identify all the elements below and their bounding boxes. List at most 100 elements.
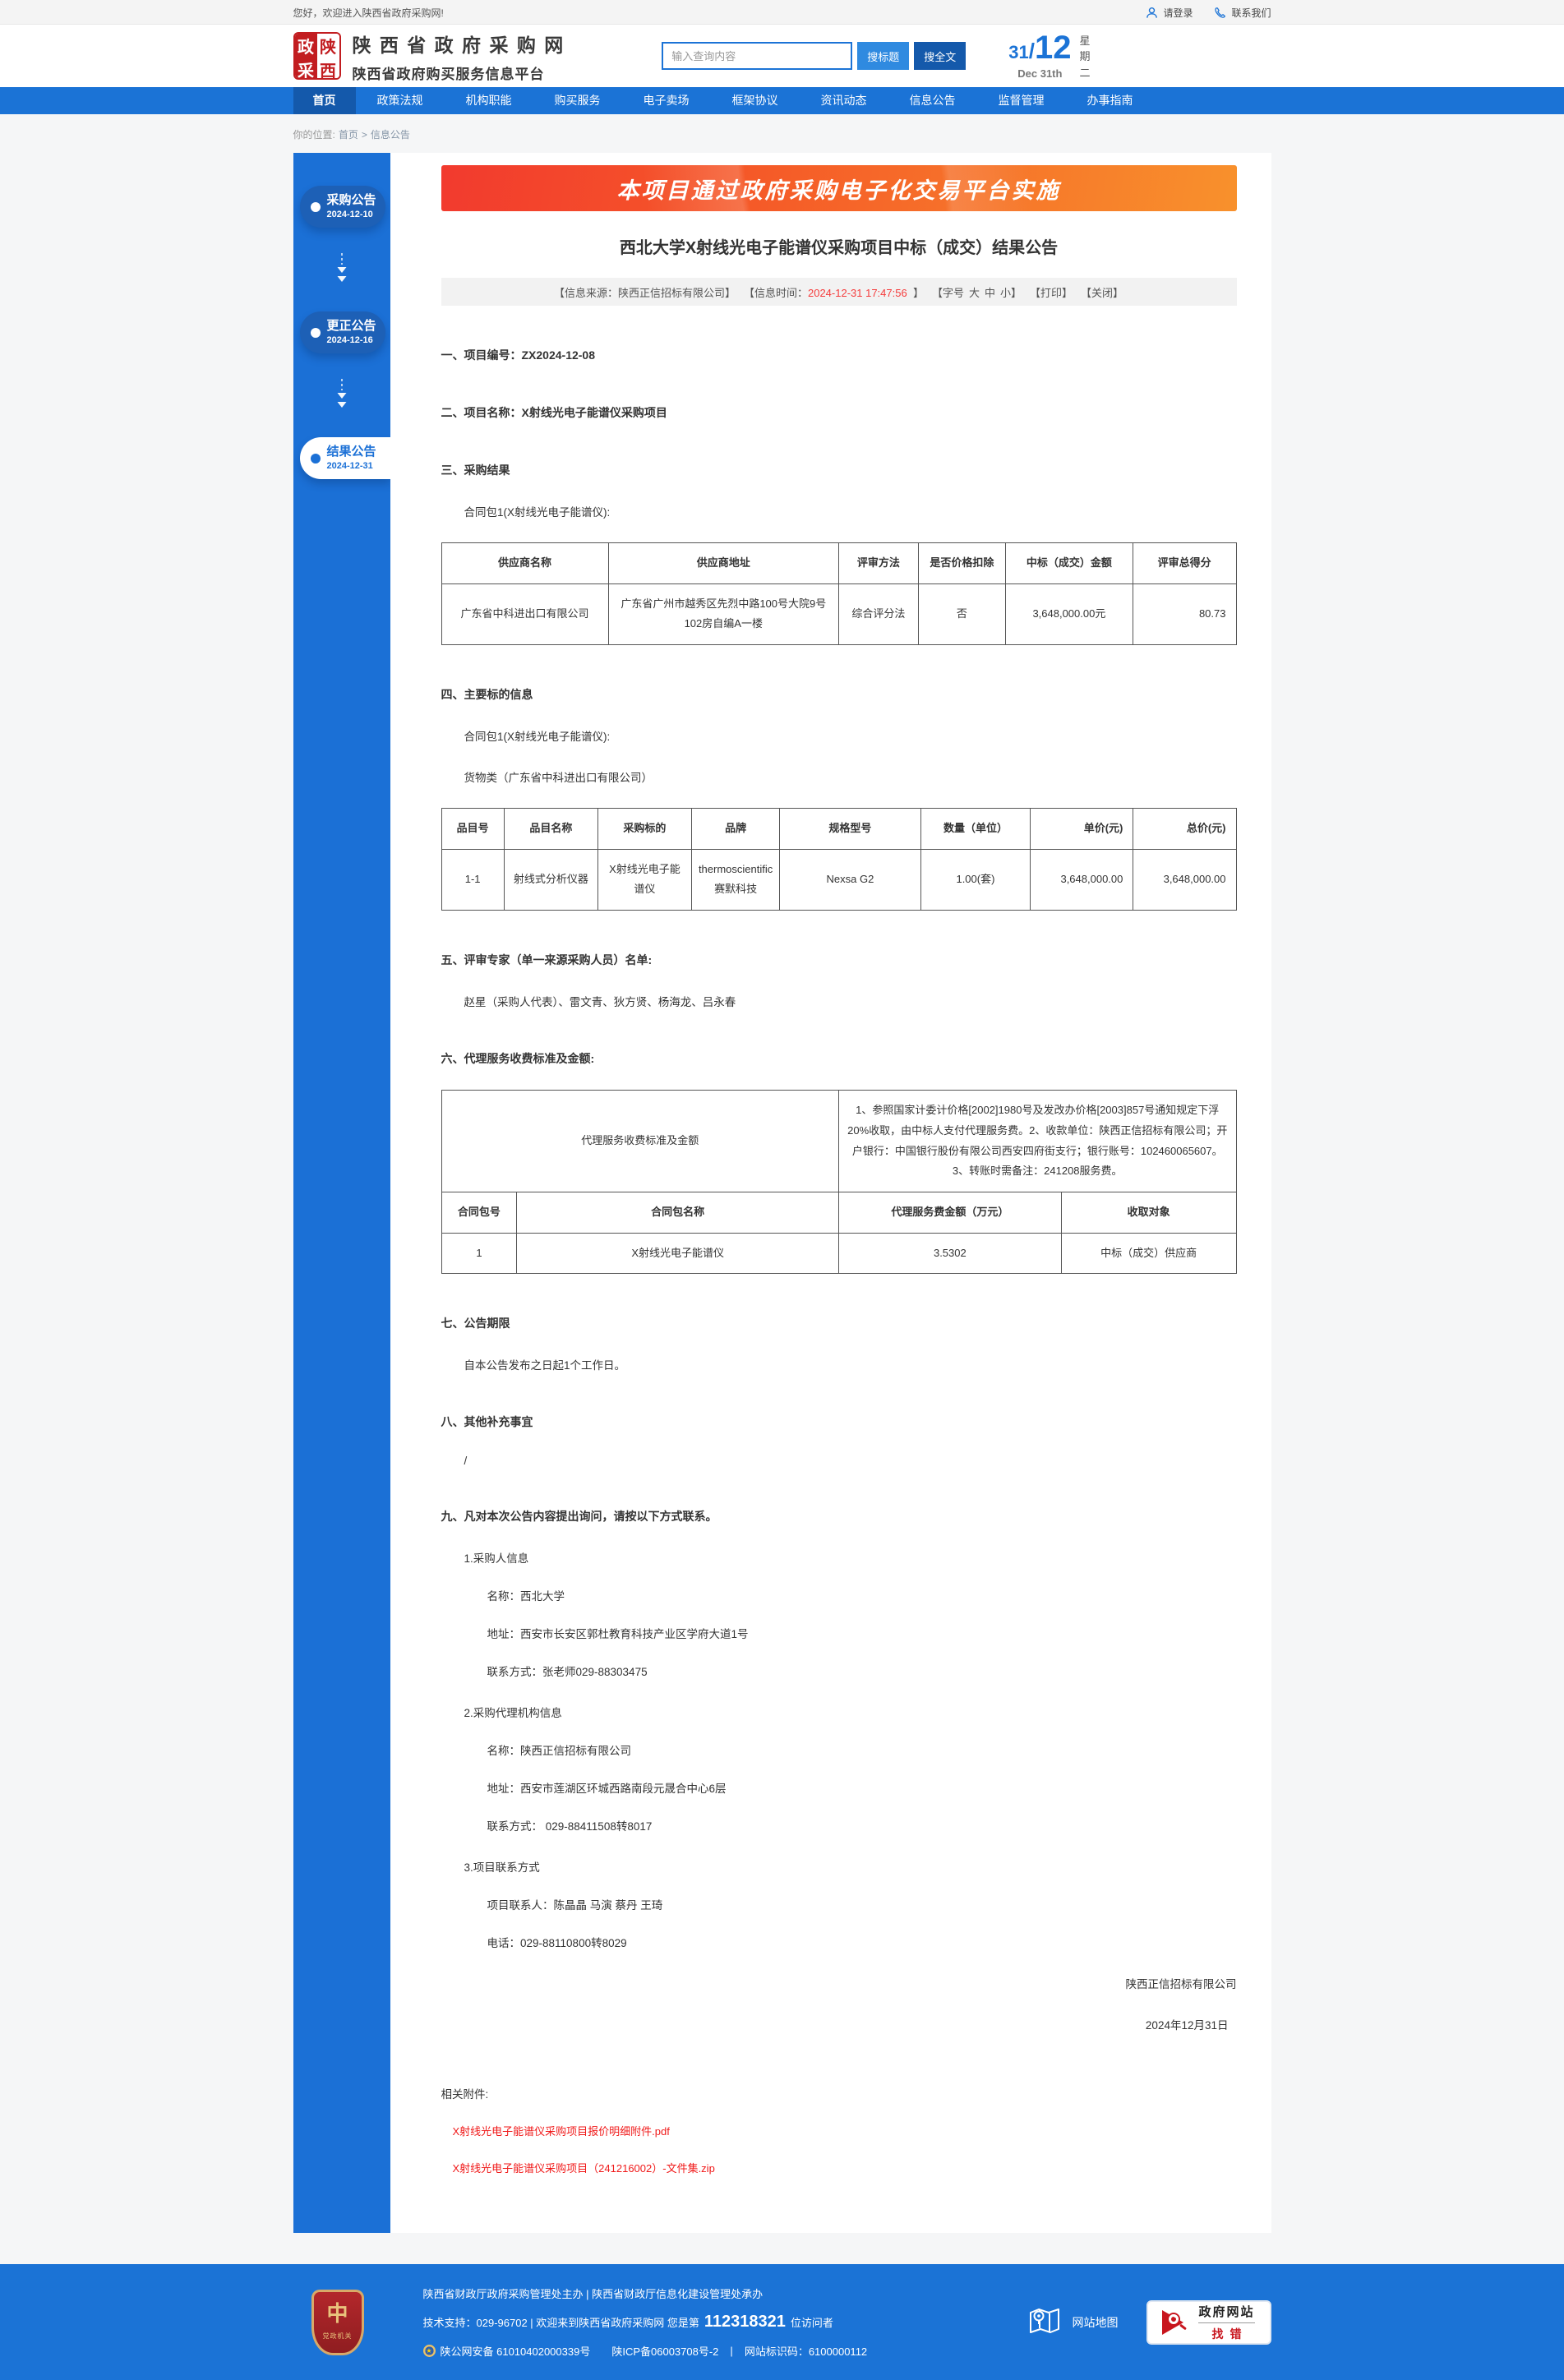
fee-standard-note: 1、参照国家计委计价格[2002]1980号及发改办价格[2003]857号通知… (837, 1090, 1237, 1192)
footer-support-line: 技术支持：029-96702 | 欢迎来到陕西省政府采购网 您是第 112318… (422, 2313, 833, 2332)
search-input[interactable] (662, 42, 853, 70)
project-contacts: 项目联系人：陈晶晶 马演 蔡丹 王琦 (487, 1899, 663, 1912)
police-badge-icon: ★ (422, 2345, 436, 2358)
nav-item-supervision[interactable]: 监督管理 (998, 94, 1045, 107)
signature-company: 陕西正信招标有限公司 (1125, 1978, 1237, 1991)
agency-address: 地址：西安市莲湖区环城西路南段元晟合中心6层 (487, 1783, 727, 1796)
nav-item-functions[interactable]: 机构职能 (465, 94, 512, 107)
logo-char-4: 西 (320, 62, 336, 80)
table-row: 1-1 射线式分析仪器 X射线光电子能谱仪 thermoscientific 赛… (441, 848, 1237, 911)
announcement-content: 本项目通过政府采购电子化交易平台实施 西北大学X射线光电子能谱仪采购项目中标（成… (390, 153, 1271, 2234)
nav-item-policies[interactable]: 政策法规 (376, 94, 423, 107)
sitemap-link[interactable]: 网站地图 (1028, 2306, 1119, 2338)
nav-item-e-mall[interactable]: 电子卖场 (643, 94, 690, 107)
logo-char-3: 陕 (320, 39, 336, 57)
nav-item-home[interactable]: 首页 (293, 87, 356, 114)
info-source: 【信息来源：陕西正信招标有限公司】 (553, 286, 736, 299)
attachment-link-zip[interactable]: X射线光电子能谱仪采购项目（241216002）-文件集.zip (452, 2162, 715, 2175)
nav-item-guide[interactable]: 办事指南 (1086, 94, 1133, 107)
site-title: 陕 西 省 政 府 采 购 网 (352, 34, 565, 56)
page-title: 西北大学X射线光电子能谱仪采购项目中标（成交）结果公告 (619, 239, 1059, 257)
project-phone: 电话：029-88110800转8029 (487, 1937, 627, 1950)
search-bar: 搜标题 搜全文 (662, 42, 967, 70)
gov-site-error-report-badge[interactable]: 政府网站 找错 (1146, 2299, 1271, 2345)
font-size-small[interactable]: 小】 (1000, 286, 1022, 299)
site-logo[interactable]: 政 采 陕 西 (293, 32, 341, 80)
top-strip: 您好，欢迎进入陕西省政府采购网! 请登录 联系我们 (0, 0, 1564, 25)
notice-period-text: 自本公告发布之日起1个工作日。 (464, 1359, 626, 1372)
visitor-count: 112318321 (704, 2313, 786, 2332)
announcement-timeline-sidebar: 采购公告 2024-12-10 更正公告 2024-12-16 (293, 153, 390, 2234)
nav-item-announcements[interactable]: 信息公告 (909, 94, 956, 107)
table-row: 1 X射线光电子能谱仪 3.5302 中标（成交）供应商 (441, 1232, 1237, 1275)
site-header: 政 采 陕 西 陕 西 省 政 府 采 购 网 陕西省政府购买服务信息平台 搜标… (0, 25, 1564, 87)
search-fulltext-button[interactable]: 搜全文 (914, 42, 967, 70)
section-inquiries: 九、凡对本次公告内容提出询问，请按以下方式联系。 (441, 1510, 717, 1524)
contact-us-link[interactable]: 联系我们 (1214, 6, 1271, 20)
project-contact-heading: 3.项目联系方式 (464, 1861, 540, 1875)
section-main-subject-info: 四、主要标的信息 (441, 688, 533, 702)
nav-item-framework[interactable]: 框架协议 (731, 94, 778, 107)
section-project-name: 二、项目名称：X射线光电子能谱仪采购项目 (441, 406, 667, 419)
search-title-button[interactable]: 搜标题 (857, 42, 910, 70)
breadcrumb-current[interactable]: 信息公告 (370, 129, 410, 141)
contract-package-line: 合同包1(X射线光电子能谱仪): (464, 731, 611, 744)
breadcrumb: 你的位置: 首页 > 信息公告 (0, 114, 1564, 153)
buyer-address: 地址：西安市长安区郭杜教育科技产业区学府大道1号 (487, 1628, 749, 1641)
arrow-down-icon (293, 252, 390, 287)
timeline-dot (310, 453, 321, 464)
breadcrumb-home[interactable]: 首页 (338, 129, 358, 141)
info-time: 【信息时间：2024-12-31 17:47:56 】 (743, 286, 924, 299)
section-procurement-result: 三、采购结果 (441, 464, 510, 477)
welcome-text: 您好，欢迎进入陕西省政府采购网! (293, 7, 444, 19)
e-platform-banner: 本项目通过政府采购电子化交易平台实施 (441, 165, 1237, 211)
goods-category-line: 货物类（广东省中科进出口有限公司） (464, 772, 653, 785)
item-table: 品目号 品目名称 采购标的 品牌 规格型号 数量（单位） 单价(元) 总价(元)… (441, 808, 1237, 911)
site-footer: 中 党政机关 陕西省财政厅政府采购管理处主办 | 陕西省财政厅信息化建设管理处承… (0, 2264, 1564, 2380)
table-row: 广东省中科进出口有限公司 广东省广州市越秀区先烈中路100号大院9号102房自编… (441, 583, 1237, 646)
section-notice-period: 七、公告期限 (441, 1317, 510, 1331)
attachments-label: 相关附件: (441, 2088, 489, 2101)
table-row: 代理服务收费标准及金额 1、参照国家计委计价格[2002]1980号及发改办价格… (441, 1090, 1237, 1192)
attachment-link-pdf[interactable]: X射线光电子能谱仪采购项目报价明细附件.pdf (452, 2125, 670, 2138)
breadcrumb-label: 你的位置: (293, 129, 335, 141)
date-numbers: 31/12 (1008, 29, 1072, 66)
logo-char-1: 政 (298, 39, 314, 57)
signature-date: 2024年12月31日 (1145, 2019, 1229, 2032)
timeline-dot (310, 201, 321, 212)
font-size-controls: 【字号 大 中 小】 (932, 284, 1022, 300)
footer-organizer-line: 陕西省财政厅政府采购管理处主办 | 陕西省财政厅信息化建设管理处承办 (422, 2288, 764, 2301)
agency-contact: 联系方式： 029-88411508转8017 (487, 1820, 653, 1833)
site-subtitle: 陕西省政府购买服务信息平台 (352, 66, 545, 82)
font-size-large[interactable]: 大 (968, 286, 980, 299)
breadcrumb-separator: > (361, 128, 367, 141)
date-english: Dec 31th (1017, 67, 1063, 80)
sidebar-item-correction-notice[interactable]: 更正公告 2024-12-16 (299, 311, 385, 354)
nav-item-news[interactable]: 资讯动态 (820, 94, 867, 107)
weekday-label: 星期二 (1079, 34, 1091, 79)
date-widget: 31/12 Dec 31th 星期二 (1008, 31, 1090, 81)
logo-char-2: 采 (298, 62, 314, 80)
user-icon (1146, 7, 1158, 19)
result-table: 供应商名称 供应商地址 评审方法 是否价格扣除 中标（成交）金额 评审总得分 广… (441, 542, 1237, 646)
login-link[interactable]: 请登录 (1146, 6, 1193, 20)
section-experts: 五、评审专家（单一来源采购人员）名单: (441, 953, 653, 967)
print-button[interactable]: 【打印】 (1030, 286, 1073, 299)
sidebar-item-procurement-notice[interactable]: 采购公告 2024-12-10 (299, 186, 385, 228)
font-size-medium[interactable]: 中 (984, 286, 995, 299)
timeline-dot (310, 327, 321, 338)
other-matters-text: / (464, 1455, 468, 1468)
agency-info-heading: 2.采购代理机构信息 (464, 1707, 562, 1720)
public-security-filing-link[interactable]: 陕公网安备 61010402000339号 (440, 2345, 591, 2359)
section-project-number: 一、项目编号：ZX2024-12-08 (441, 348, 596, 362)
close-button[interactable]: 【关闭】 (1081, 286, 1124, 299)
sidebar-item-result-notice[interactable]: 结果公告 2024-12-31 (299, 437, 390, 480)
icp-filing-link[interactable]: 陕ICP备06003708号-2 (611, 2345, 719, 2359)
section-agency-fee: 六、代理服务收费标准及金额: (441, 1052, 595, 1066)
buyer-name: 名称：西北大学 (487, 1590, 565, 1603)
article-meta-bar: 【信息来源：陕西正信招标有限公司】 【信息时间：2024-12-31 17:47… (441, 278, 1237, 306)
section-other-matters: 八、其他补充事宜 (441, 1415, 533, 1429)
site-id-code: 网站标识码：6100000112 (744, 2345, 868, 2359)
buyer-info-heading: 1.采购人信息 (464, 1552, 529, 1566)
nav-item-purchase-services[interactable]: 购买服务 (554, 94, 601, 107)
